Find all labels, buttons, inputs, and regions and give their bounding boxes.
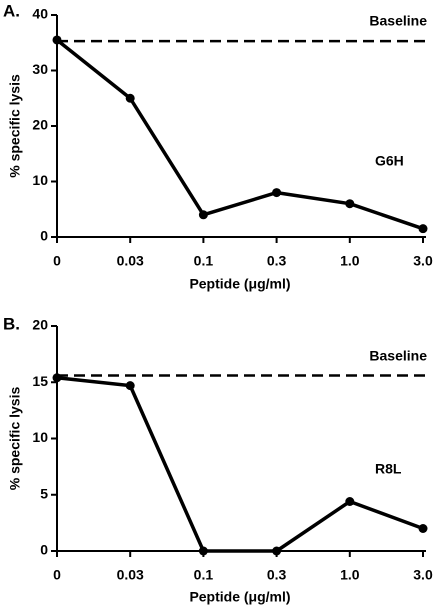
panel-label: B. [3, 314, 20, 333]
data-point [272, 188, 282, 198]
data-point [345, 199, 355, 209]
x-tick-label: 0 [53, 253, 61, 269]
x-tick-label: 0.03 [117, 253, 144, 269]
annotation: G6H [375, 153, 404, 169]
x-tick-label: 0.3 [267, 567, 287, 583]
data-point [198, 210, 208, 220]
y-tick-label: 20 [32, 317, 48, 333]
x-tick-label: 3.0 [413, 567, 433, 583]
data-point [418, 224, 428, 234]
x-axis-label: Peptide (μg/ml) [189, 276, 290, 292]
x-tick-label: 1.0 [340, 567, 360, 583]
x-axis-label: Peptide (μg/ml) [189, 589, 290, 605]
baseline-label: Baseline [369, 348, 427, 364]
y-tick-label: 10 [32, 172, 48, 188]
y-tick-label: 10 [32, 429, 48, 445]
x-tick-label: 0.3 [267, 253, 287, 269]
data-point [52, 373, 62, 383]
data-line [55, 38, 424, 231]
data-point [52, 35, 62, 45]
x-tick-label: 0.1 [194, 567, 214, 583]
data-point [418, 524, 428, 533]
panel-label: A. [3, 1, 20, 20]
data-point [125, 93, 135, 103]
data-point [125, 381, 135, 391]
data-line [56, 376, 424, 553]
x-tick-label: 0.1 [194, 253, 214, 269]
baseline-label: Baseline [369, 13, 427, 29]
data-point [198, 546, 208, 556]
y-tick-label: 0 [40, 542, 48, 558]
y-tick-label: 0 [40, 228, 48, 244]
y-axis-label: % specific lysis [7, 387, 23, 491]
x-tick-label: 0 [53, 567, 61, 583]
data-point [272, 546, 282, 556]
data-point [345, 497, 355, 506]
x-tick-label: 3.0 [413, 253, 433, 269]
annotation: R8L [375, 461, 402, 477]
y-tick-label: 15 [32, 373, 48, 389]
x-tick-label: 0.03 [117, 567, 144, 583]
y-tick-label: 40 [32, 6, 48, 22]
y-tick-label: 5 [40, 485, 48, 501]
y-tick-label: 20 [32, 117, 48, 133]
y-axis-label: % specific lysis [7, 74, 23, 178]
y-tick-label: 30 [32, 61, 48, 77]
x-tick-label: 1.0 [340, 253, 360, 269]
